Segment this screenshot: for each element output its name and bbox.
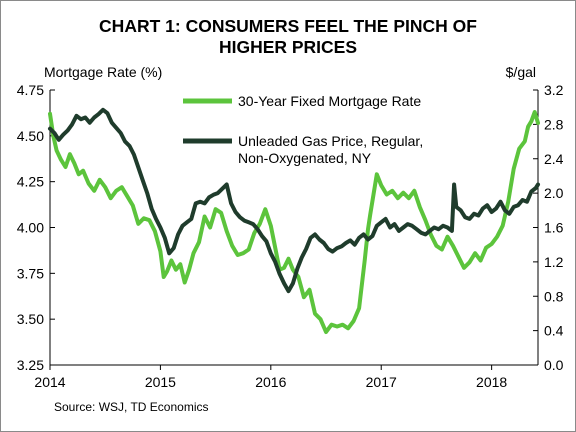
series-line-gas-price	[48, 107, 540, 294]
source-note: Source: WSJ, TD Economics	[54, 400, 209, 414]
left-y-tick-label: 4.50	[17, 128, 44, 144]
series-line-mortgage-rate	[48, 110, 540, 334]
right-y-tick-label: 1.6	[544, 220, 564, 236]
right-y-tick-label: 0.0	[544, 357, 564, 373]
chart-title-line-1: CHART 1: CONSUMERS FEEL THE PINCH OF	[99, 16, 477, 36]
series-lines	[48, 107, 540, 334]
right-y-tick-label: 3.2	[544, 82, 564, 98]
right-y-tick-label: 2.8	[544, 116, 564, 132]
left-y-tick-label: 4.75	[17, 82, 44, 98]
left-y-tick-label: 3.25	[17, 357, 44, 373]
left-y-tick-label: 4.25	[17, 174, 44, 190]
x-tick-label: 2018	[476, 374, 507, 390]
right-axis-label: $/gal	[505, 64, 536, 80]
chart-title-line-2: HIGHER PRICES	[218, 37, 358, 57]
right-y-tick-label: 0.4	[544, 323, 564, 339]
legend-label-mortgage: 30-Year Fixed Mortgage Rate	[238, 93, 421, 109]
x-tick-label: 2015	[145, 374, 176, 390]
x-tick-label: 2014	[34, 374, 65, 390]
legend: 30-Year Fixed Mortgage Rate Unleaded Gas…	[183, 93, 423, 166]
x-tick-label: 2017	[366, 374, 397, 390]
axes: 4.75 4.50 4.25 4.00 3.75 3.50 3.25 3.2 2.8 2.4 2.0…	[17, 82, 564, 390]
right-y-tick-label: 2.0	[544, 185, 564, 201]
left-y-tick-label: 4.00	[17, 220, 44, 236]
right-y-tick-label: 0.8	[544, 288, 564, 304]
right-y-tick-label: 1.2	[544, 254, 564, 270]
left-axis-label: Mortgage Rate (%)	[44, 64, 163, 80]
left-y-tick-label: 3.75	[17, 265, 44, 281]
legend-label-gas-line1: Unleaded Gas Price, Regular,	[238, 133, 423, 149]
left-y-tick-label: 3.50	[17, 311, 44, 327]
x-tick-label: 2016	[255, 374, 286, 390]
right-y-tick-label: 2.4	[544, 151, 564, 167]
chart-title: CHART 1: CONSUMERS FEEL THE PINCH OF HIG…	[0, 16, 576, 58]
legend-label-gas-line2: Non-Oxygenated, NY	[238, 150, 372, 166]
